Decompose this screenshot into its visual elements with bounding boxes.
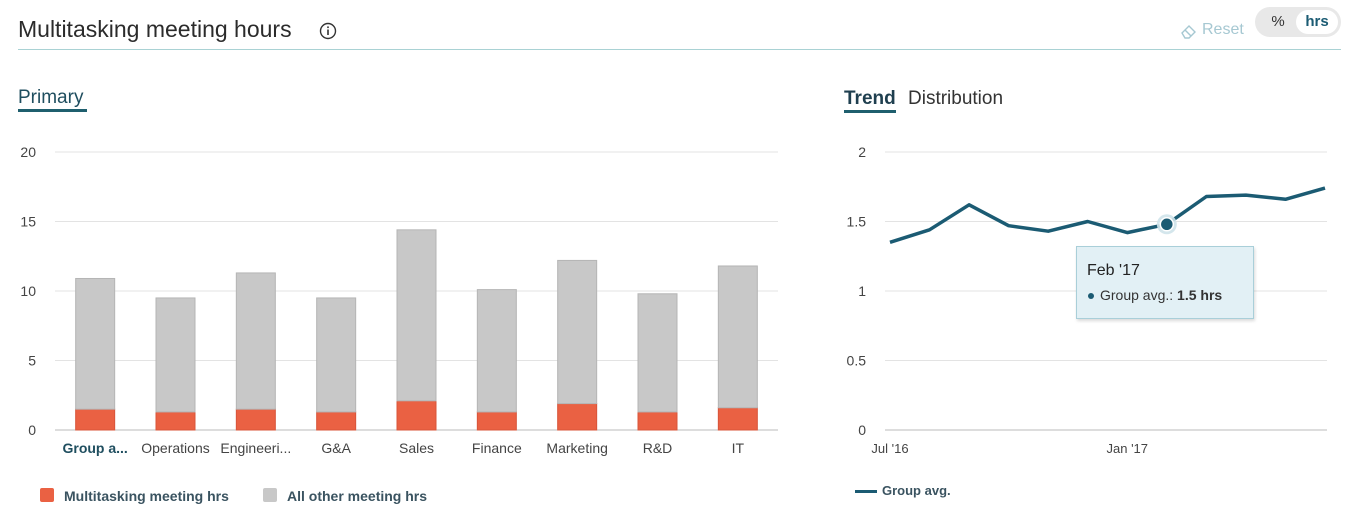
line-y-tick-label: 1: [858, 283, 866, 299]
bar-x-tick-label: G&A: [321, 440, 351, 456]
bar-other: [396, 229, 437, 402]
tab-primary[interactable]: Primary: [18, 87, 84, 108]
bar-multitasking: [396, 400, 437, 431]
bar-x-tick-label: Group a...: [62, 440, 127, 456]
bar-multitasking: [75, 408, 116, 431]
bar-multitasking: [717, 407, 758, 431]
legend-swatch-multitasking: [40, 488, 54, 502]
tooltip-series-label: Group avg.:: [1100, 287, 1174, 303]
bar-y-tick-label: 5: [28, 353, 36, 369]
tooltip-bullet: [1088, 293, 1094, 299]
bar-other: [75, 277, 116, 410]
line-y-tick-label: 1.5: [847, 214, 867, 230]
legend-swatch-other: [263, 488, 277, 502]
legend-line-group-avg: [855, 490, 877, 493]
bar-x-tick-label: Marketing: [546, 440, 607, 456]
tab-trend-underline: [844, 110, 896, 113]
bar-x-tick-label: Engineeri...: [220, 440, 291, 456]
legend-label-group-avg: Group avg.: [882, 483, 951, 498]
reset-label: Reset: [1202, 21, 1244, 38]
chart-tooltip: Feb '17 Group avg.: 1.5 hrs: [1076, 246, 1254, 319]
line-y-tick-label: 2: [858, 144, 866, 160]
bar-x-tick-label: Sales: [399, 440, 434, 456]
bar-y-tick-label: 20: [20, 144, 36, 160]
line-y-tick-label: 0: [858, 422, 866, 438]
bar-multitasking: [557, 403, 598, 431]
tooltip-title: Feb '17: [1087, 262, 1140, 279]
bar-x-tick-label: Operations: [141, 440, 209, 456]
toggle-percent[interactable]: %: [1271, 13, 1285, 30]
legend-label-other: All other meeting hrs: [287, 488, 428, 504]
line-y-tick-label: 0.5: [847, 353, 867, 369]
bar-x-tick-label: R&D: [643, 440, 673, 456]
bar-y-tick-label: 0: [28, 422, 36, 438]
tab-distribution[interactable]: Distribution: [908, 88, 1004, 109]
bar-chart: 20 15 10 5 0 Group a... Operations Engineeri...…: [20, 144, 778, 456]
line-series-group-avg: [889, 186, 1326, 244]
line-point-highlight: [1159, 217, 1175, 232]
tab-trend[interactable]: Trend: [844, 88, 896, 109]
line-x-tick-label: Jan '17: [1107, 441, 1149, 456]
tooltip-value: 1.5 hrs: [1177, 287, 1223, 303]
bar-x-tick-label: Finance: [472, 440, 522, 456]
info-icon[interactable]: [319, 22, 337, 40]
tab-primary-underline: [18, 109, 87, 112]
bar-other: [476, 289, 517, 413]
bar-other: [717, 265, 758, 409]
bar-other: [155, 297, 196, 413]
bar-y-tick-label: 15: [20, 214, 36, 230]
bar-multitasking: [155, 411, 196, 431]
bar-other: [637, 293, 678, 413]
bar-other: [316, 297, 357, 413]
bar-other: [557, 259, 598, 405]
bar-multitasking: [235, 408, 276, 431]
bar-other: [235, 272, 276, 410]
header-divider: [18, 49, 1341, 50]
bar-multitasking: [637, 411, 678, 431]
unit-toggle[interactable]: % hrs: [1255, 7, 1341, 37]
bar-multitasking: [316, 411, 357, 431]
bar-multitasking: [476, 411, 517, 431]
bar-x-tick-label: IT: [732, 440, 745, 456]
page-title: Multitasking meeting hours: [18, 16, 292, 42]
bar-y-tick-label: 10: [20, 283, 36, 299]
reset-button[interactable]: Reset: [1180, 20, 1244, 42]
legend-label-multitasking: Multitasking meeting hrs: [64, 488, 229, 504]
eraser-icon: [1181, 25, 1196, 39]
line-x-tick-label: Jul '16: [871, 441, 908, 456]
header: Multitasking meeting hours: [18, 14, 1341, 50]
toggle-hours[interactable]: hrs: [1296, 10, 1338, 34]
